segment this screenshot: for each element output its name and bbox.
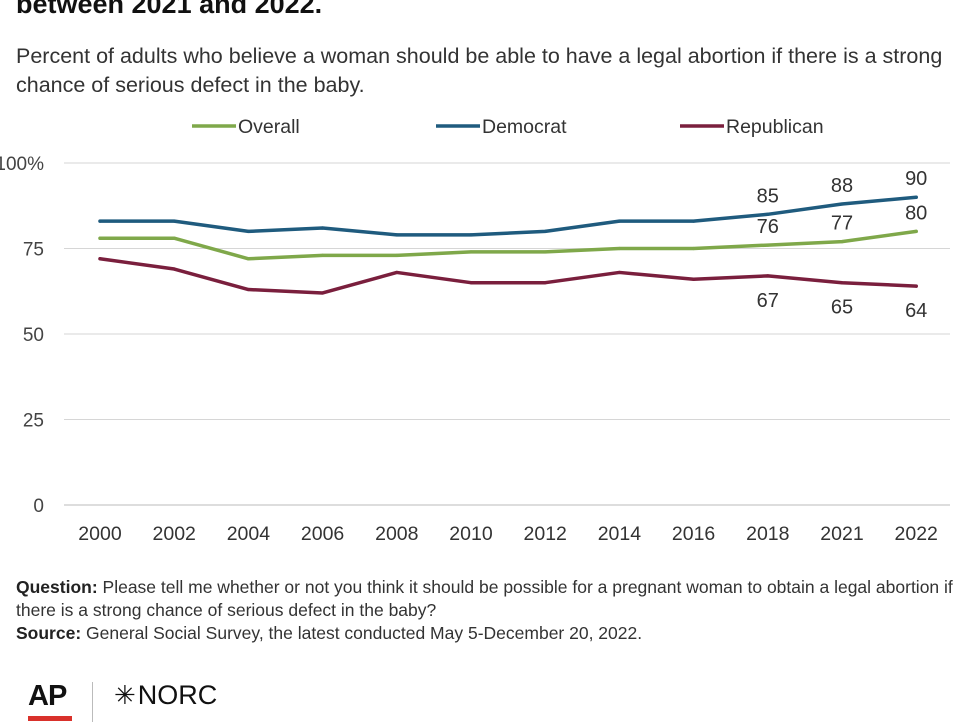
chart-footer: Question: Please tell me whether or not … [16,576,966,645]
series-line-republican [98,257,918,295]
line-chart: 100% 75 50 25 0 2000 2002 2004 2006 2008 2010 2012 2… [0,116,950,545]
point-republican-2012 [543,281,547,285]
point-overall-2014 [617,246,622,251]
point-overall-2004 [246,257,250,261]
y-tick-label-0: 0 [33,496,44,517]
data-label-overall-2018: 76 [757,216,779,238]
point-republican-2022 [914,284,918,288]
point-democrat-2018 [766,212,770,216]
question-note: Question: Please tell me whether or not … [16,576,966,622]
data-label-republican-2021: 65 [831,297,853,319]
y-tick-label-100: 100% [0,154,44,175]
question-text: Please tell me whether or not you think … [16,577,953,620]
point-republican-2002 [172,267,176,271]
point-overall-2016 [692,246,696,251]
point-democrat-2000 [98,219,102,223]
point-overall-2006 [321,253,325,257]
logo-divider [92,682,93,722]
ap-logo: AP [28,680,67,712]
x-tick-label-2008: 2008 [375,523,418,545]
legend-label-democrat: Democrat [482,116,567,138]
point-overall-2018 [766,243,770,247]
data-label-democrat-2022: 90 [905,168,927,190]
point-democrat-2021 [840,202,844,206]
point-republican-2010 [469,281,473,285]
x-tick-label-2012: 2012 [524,523,567,545]
point-overall-2008 [395,253,399,257]
norc-logo-text: NORC [137,680,218,710]
point-democrat-2002 [172,219,176,223]
point-democrat-2010 [469,233,473,237]
legend-label-overall: Overall [238,116,300,138]
point-overall-2021 [840,240,844,244]
x-tick-label-2014: 2014 [598,523,642,545]
x-tick-label-2006: 2006 [301,523,344,545]
point-republican-2014 [617,270,622,275]
chart-subtitle: Percent of adults who believe a woman sh… [16,44,943,97]
legend-label-republican: Republican [726,116,824,138]
point-republican-2021 [840,281,844,285]
point-republican-2000 [98,257,102,261]
x-tick-label-2004: 2004 [227,523,271,545]
data-label-republican-2018: 67 [757,290,779,312]
point-democrat-2006 [321,226,325,230]
norc-star-icon: ✳ [114,680,136,710]
data-label-republican-2022: 64 [905,300,927,322]
point-democrat-2014 [617,219,622,223]
point-republican-2008 [395,270,399,275]
data-label-democrat-2021: 88 [831,175,853,197]
point-democrat-2012 [543,229,547,233]
point-democrat-2022 [914,195,918,199]
source-note: Source: General Social Survey, the lates… [16,622,966,645]
x-tick-label-2010: 2010 [449,523,493,545]
point-overall-2010 [469,250,473,254]
ap-logo-bar [28,716,72,721]
series-line-democrat [98,195,918,237]
x-tick-label-2018: 2018 [746,523,789,545]
y-tick-label-75: 75 [23,240,44,261]
point-democrat-2008 [395,233,399,237]
x-tick-label-2022: 2022 [895,523,938,545]
data-label-overall-2022: 80 [905,202,927,224]
question-label: Question: [16,577,98,597]
point-overall-2012 [543,250,547,254]
point-republican-2004 [246,287,250,292]
point-republican-2006 [321,291,325,295]
series-line-overall [98,229,918,261]
norc-logo: ✳NORC [114,680,217,711]
point-democrat-2016 [692,219,696,223]
point-overall-2000 [98,236,102,240]
y-tick-label-50: 50 [23,325,44,346]
point-overall-2002 [172,236,176,240]
x-tick-label-2000: 2000 [78,523,122,545]
data-label-overall-2021: 77 [831,213,853,235]
point-democrat-2004 [246,229,250,233]
point-overall-2022 [914,229,918,233]
x-tick-label-2016: 2016 [672,523,715,545]
y-tick-label-25: 25 [23,411,44,432]
point-republican-2018 [766,274,770,278]
data-label-democrat-2018: 85 [757,185,779,207]
chart-title: between 2021 and 2022. [16,0,323,19]
x-tick-label-2002: 2002 [153,523,196,545]
source-label: Source: [16,623,82,643]
x-tick-label-2021: 2021 [820,523,863,545]
point-republican-2016 [692,277,696,281]
source-text: General Social Survey, the latest conduc… [81,623,643,643]
